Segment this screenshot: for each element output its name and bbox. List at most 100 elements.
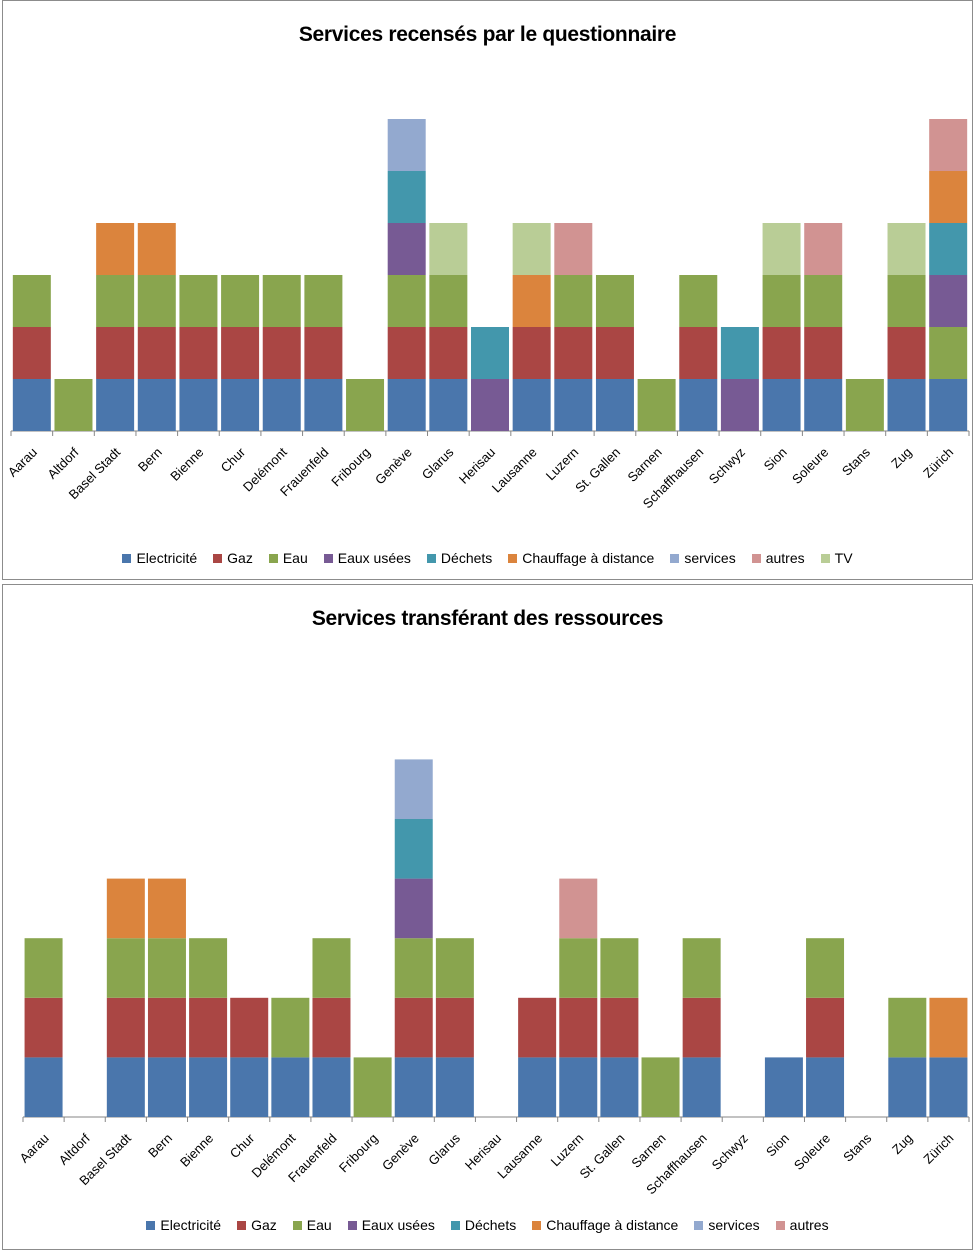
x-tick-label: Sarnen [624, 445, 664, 485]
bar-segment-gaz-glarus [429, 327, 468, 379]
bar-segment-tv-glarus [429, 223, 468, 275]
bar-segment-gaz-schaffhausen [682, 997, 721, 1058]
legend-label: services [684, 550, 736, 566]
chart-legend: Electricité Gaz Eau Eaux usées Déchets Chauff… [3, 1217, 972, 1233]
legend-item-chauffage-a-distance: Chauffage à distance [508, 550, 654, 566]
x-tick-label: Bienne [167, 445, 206, 484]
bar-segment-electricite-geneve [387, 379, 426, 431]
bar-segment-electricite-lausanne [518, 1057, 557, 1117]
legend-item-dechets: Déchets [426, 550, 493, 566]
x-tick-label: Glarus [419, 444, 457, 482]
chart-title: Services recensés par le questionnaire [298, 23, 677, 46]
bar-segment-eaux-usees-zurich [929, 275, 968, 327]
bar-segment-electricite-chur [221, 379, 260, 431]
bar-segment-dechets-geneve [387, 171, 426, 223]
bar-segment-gaz-sion [762, 327, 801, 379]
bar-segment-autres-luzern [559, 878, 598, 939]
legend-item-electricite: Electricité [122, 550, 197, 566]
bar-segment-electricite-soleure [806, 1057, 845, 1117]
legend-swatch [213, 553, 223, 563]
legend-item-gaz: Gaz [237, 1217, 277, 1233]
bar-segment-gaz-geneve [394, 997, 433, 1058]
x-tick-label: Soleure [789, 445, 831, 487]
x-tick-label: Zug [888, 445, 914, 471]
x-tick-label: St. Gallen [577, 1131, 628, 1182]
bar-segment-eau-glarus [429, 275, 468, 327]
x-tick-label: Sarnen [628, 1131, 668, 1171]
legend-label: Gaz [251, 1217, 277, 1233]
bar-segment-electricite-bern [137, 379, 176, 431]
bar-segment-eau-geneve [394, 938, 433, 998]
x-tick-label: Aarau [17, 1131, 52, 1166]
x-tick-label: Fribourg [336, 1131, 381, 1176]
bar-segment-eaux-usees-geneve [387, 223, 426, 275]
x-tick-label: Bern [135, 445, 165, 475]
bar-segment-eau-soleure [806, 938, 845, 998]
x-tick-label: Schwyz [709, 1131, 751, 1173]
legend-swatch [122, 553, 132, 563]
legend-item-eaux-usees: Eaux usées [347, 1217, 435, 1233]
bar-segment-eau-aarau [24, 938, 63, 998]
bar-segment-chauffage-a-distance-basel-stadt [96, 223, 135, 275]
legend-label: services [708, 1217, 760, 1233]
bar-segment-electricite-zug [887, 379, 926, 431]
legend-label: Chauffage à distance [522, 550, 655, 566]
bar-segment-eau-sarnen [637, 379, 676, 431]
x-tick-label: Chur [218, 444, 249, 475]
legend-label: autres [789, 1217, 829, 1233]
bar-segment-electricite-st-gallen [600, 1057, 639, 1117]
bar-segment-electricite-schaffhausen [679, 379, 718, 431]
bar-segment-electricite-bienne [189, 1057, 228, 1117]
bar-segment-dechets-herisau [471, 327, 509, 379]
chart-panel-services-transferant: Services transférant des ressources Aara… [2, 584, 973, 1250]
x-tick-label: Lausanne [489, 445, 540, 496]
x-tick-label: Chur [227, 1130, 258, 1161]
x-tick-label: Lausanne [494, 1131, 545, 1182]
legend-label: Electricité [160, 1217, 222, 1233]
bar-segment-electricite-zurich [929, 379, 968, 431]
legend-swatch [323, 553, 333, 563]
bar-segment-gaz-bienne [179, 327, 218, 379]
bar-segment-electricite-glarus [435, 1057, 474, 1117]
bar-segment-gaz-geneve [387, 327, 426, 379]
bar-segment-eau-luzern [554, 275, 593, 327]
bar-segment-gaz-bern [147, 997, 186, 1058]
legend-item-gaz: Gaz [213, 550, 253, 566]
bar-segment-eau-schaffhausen [679, 275, 718, 327]
bar-segment-eau-geneve [387, 275, 426, 327]
legend-swatch [268, 553, 278, 563]
bar-segment-eau-delemont [262, 275, 301, 327]
bar-segment-electricite-lausanne [512, 379, 551, 431]
legend-swatch [146, 1220, 156, 1230]
legend-item-tv: TV [820, 550, 853, 566]
x-tick-label: Soleure [791, 1131, 833, 1173]
x-tick-label: Zürich [920, 1131, 956, 1167]
bar-segment-eau-chur [221, 275, 260, 327]
bar-segment-gaz-chur [230, 997, 269, 1058]
bar-segment-eau-frauenfeld [312, 938, 351, 998]
legend-label: Déchets [440, 550, 493, 566]
legend-swatch [775, 1220, 785, 1230]
legend-swatch [670, 553, 680, 563]
legend-swatch [820, 553, 830, 563]
bar-segment-electricite-frauenfeld [312, 1057, 351, 1117]
legend-label: Eaux usées [337, 550, 411, 566]
bar-segment-services-geneve [387, 119, 426, 171]
bar-segment-gaz-soleure [804, 327, 843, 379]
bar-segment-tv-lausanne [512, 223, 551, 275]
bar-segment-eau-altdorf [54, 379, 93, 431]
bar-segment-gaz-chur [221, 327, 260, 379]
legend-item-autres: autres [775, 1217, 829, 1233]
legend-label: Eau [282, 550, 308, 566]
bar-segment-gaz-soleure [806, 997, 845, 1058]
bar-segment-tv-sion [762, 223, 801, 275]
x-tick-label: Glarus [425, 1130, 463, 1168]
x-tick-label: Luzern [543, 445, 582, 484]
bar-segment-electricite-bienne [179, 379, 218, 431]
bar-segment-electricite-basel-stadt [106, 1057, 145, 1117]
bar-segment-electricite-delemont [262, 379, 301, 431]
bar-segment-autres-zurich [929, 119, 968, 171]
bar-segment-eau-bern [137, 275, 176, 327]
x-tick-label: Herisau [456, 445, 498, 487]
bar-segment-chauffage-a-distance-bern [147, 878, 186, 939]
